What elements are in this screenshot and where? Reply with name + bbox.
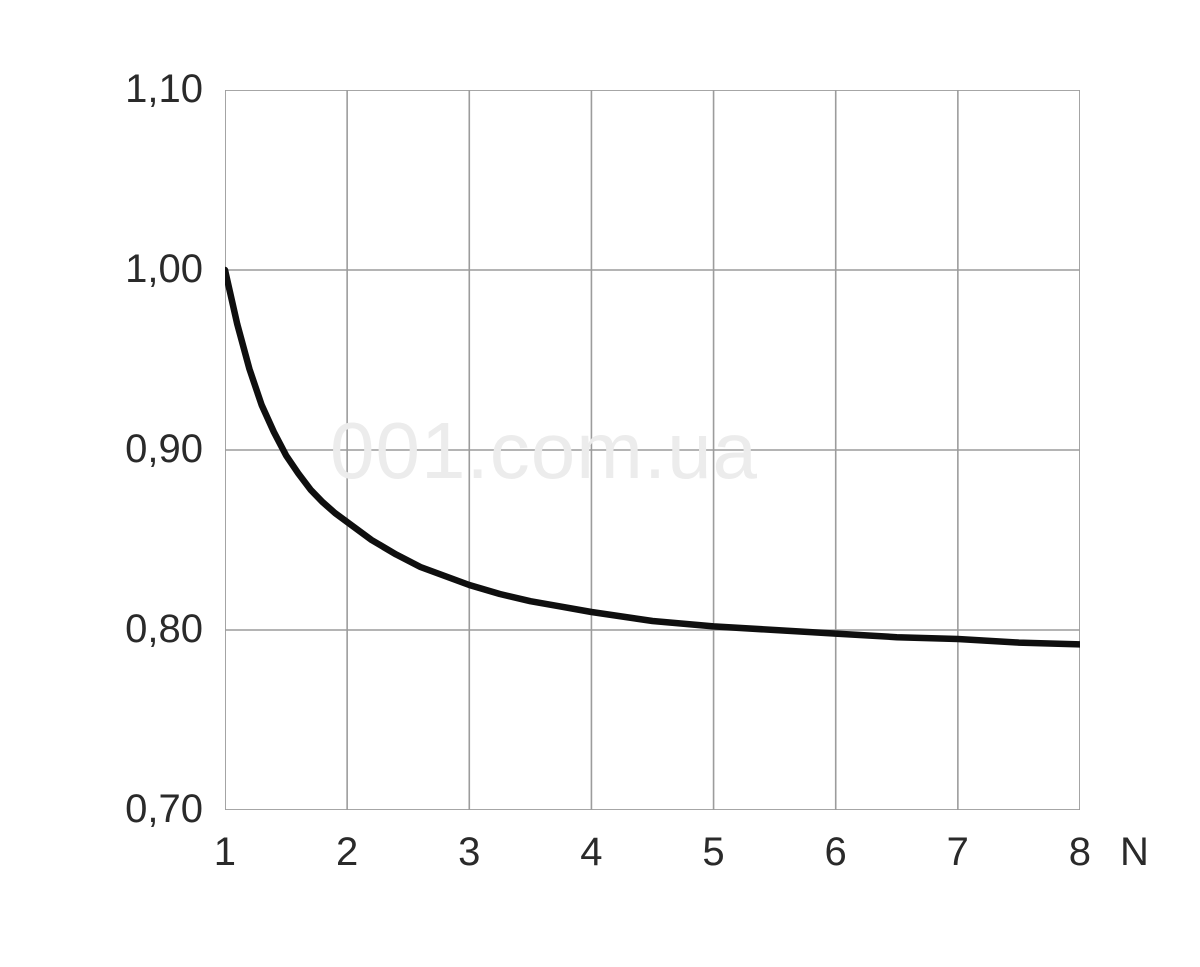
x-tick-label: 7 [947,830,969,875]
series-curve [225,270,1080,644]
x-tick-label: 1 [214,830,236,875]
y-tick-label: 1,10 [125,67,203,112]
y-tick-label: 0,80 [125,607,203,652]
y-tick-label: 1,00 [125,247,203,292]
x-axis-title: N [1120,830,1149,875]
x-tick-label: 6 [825,830,847,875]
x-tick-label: 4 [580,830,602,875]
y-tick-label: 0,70 [125,787,203,832]
y-tick-label: 0,90 [125,427,203,472]
chart-container [225,90,1080,810]
x-tick-label: 3 [458,830,480,875]
x-tick-label: 8 [1069,830,1091,875]
x-tick-label: 5 [702,830,724,875]
chart-svg [225,90,1080,810]
x-tick-label: 2 [336,830,358,875]
